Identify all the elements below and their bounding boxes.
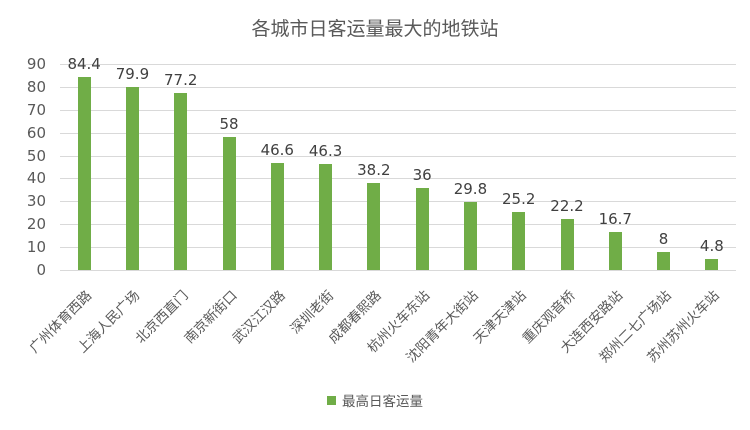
bar: [319, 164, 333, 270]
bar: [270, 163, 284, 270]
legend: 最高日客运量: [0, 390, 750, 410]
bar: [463, 201, 477, 270]
gridline: [60, 178, 736, 180]
y-tick-label: 40: [26, 169, 46, 188]
y-tick-label: 80: [26, 77, 46, 96]
data-label: 79.9: [115, 65, 150, 84]
bar: [657, 251, 671, 270]
gridline: [60, 132, 736, 134]
gridline: [60, 86, 736, 88]
data-label: 22.2: [550, 197, 584, 216]
data-label: 77.2: [164, 71, 198, 90]
y-tick-label: 90: [26, 55, 46, 73]
y-tick-label: 10: [26, 238, 46, 257]
gridline: [60, 201, 736, 203]
bar: [705, 259, 719, 270]
bar: [512, 212, 526, 270]
data-label: 29.8: [453, 179, 488, 198]
gridline: [60, 247, 736, 249]
gridline: [60, 109, 736, 111]
data-label: 4.8: [699, 237, 724, 255]
data-label: 84.4: [67, 54, 101, 73]
chart-title: 各城市日客运量最大的地铁站: [251, 18, 499, 40]
data-label: 38.2: [357, 160, 391, 179]
gridline: [60, 155, 736, 157]
gridline: [60, 270, 736, 271]
data-label: 25.2: [502, 190, 536, 209]
bar: [367, 182, 381, 270]
bar: [222, 137, 236, 270]
x-axis-labels: 广州体育西路 上海人民广场 北京西直门 南京新街口 武汉江汉路 深圳老街 成都春熙路 杭州火车…: [27, 282, 736, 382]
data-label: 8: [658, 229, 669, 248]
y-tick-label: 30: [26, 192, 46, 211]
y-tick-label: 20: [26, 215, 46, 234]
bar: [125, 87, 139, 270]
data-label: 46.6: [260, 141, 294, 160]
bar: [77, 76, 91, 270]
y-tick-label: 60: [26, 123, 46, 142]
plot-area: 0 10 20 30 40 50 60 70 80 90 84.4 79.9 77.2 58 46.6 46.…: [27, 55, 736, 279]
bar: [608, 231, 622, 270]
legend-label: 最高日客运量: [342, 394, 423, 410]
data-label: 46.3: [308, 142, 343, 161]
y-tick-label: 70: [26, 100, 46, 119]
bar: [415, 187, 429, 270]
bar: [174, 93, 188, 270]
data-label: 36: [412, 165, 432, 184]
legend-swatch-icon: [327, 395, 336, 405]
y-tick-label: 0: [36, 261, 46, 279]
bar: [560, 219, 574, 270]
gridline: [60, 224, 736, 226]
data-label: 16.7: [598, 209, 632, 228]
y-tick-label: 50: [26, 146, 46, 165]
gridline: [60, 64, 736, 65]
data-label: 58: [219, 115, 239, 134]
